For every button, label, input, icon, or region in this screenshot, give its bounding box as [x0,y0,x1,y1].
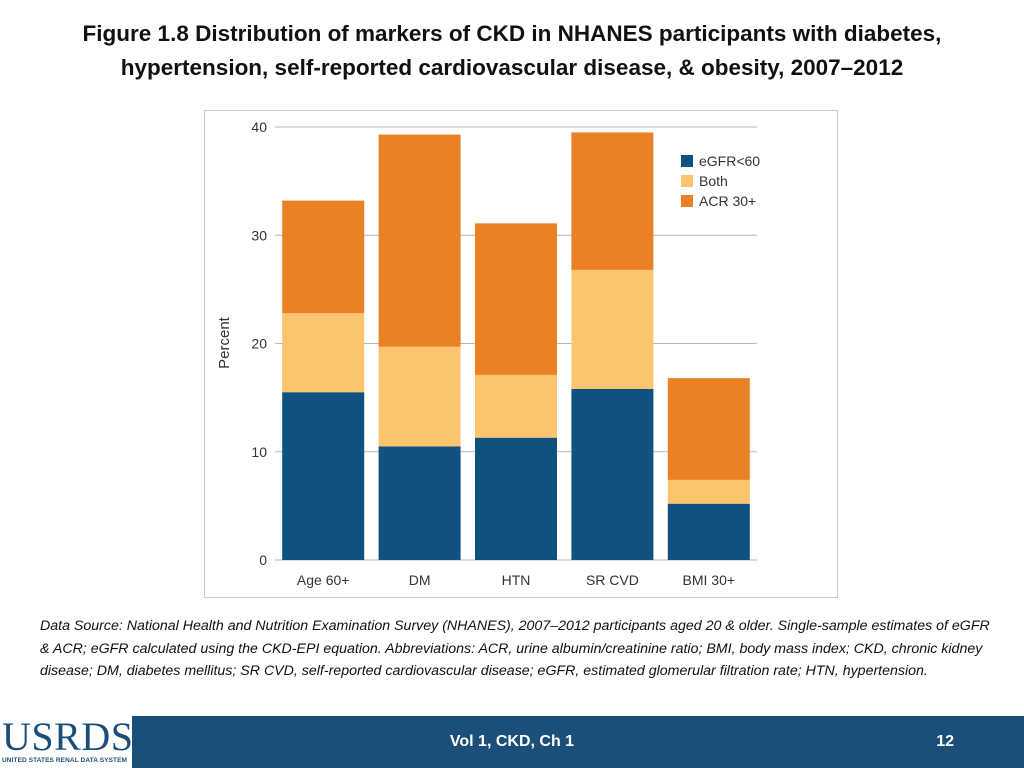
bar-egfr-60-htn [475,437,557,560]
y-tick-label: 40 [251,119,267,135]
bar-both-age-60- [282,313,365,393]
logo-text: USRDS [2,714,134,759]
title-line-1: Figure 1.8 Distribution of markers of CK… [82,21,942,46]
footer-volume-chapter: Vol 1, CKD, Ch 1 [449,733,575,750]
legend-label: ACR 30+ [699,193,756,209]
x-tick-label: Age 60+ [297,572,350,588]
x-tick-label: SR CVD [586,572,639,588]
bar-both-bmi-30- [667,479,750,504]
chart-frame: 0 10 20 30 40 Percent Age 60+ DM HTN SR CVD BMI … [204,110,838,598]
y-tick-label: 10 [251,444,267,460]
logo-subtitle: UNITED STATES RENAL DATA SYSTEM [2,757,128,764]
legend: eGFR<60 Both ACR 30+ [681,153,760,209]
data-source-notes: Data Source: National Health and Nutriti… [40,618,990,679]
y-axis: 0 10 20 30 40 [251,119,267,568]
y-tick-label: 30 [251,227,267,243]
bar-egfr-60-dm [378,446,461,560]
bar-acr-30--sr-cvd [571,132,654,270]
bar-both-sr-cvd [571,269,654,389]
legend-label: eGFR<60 [699,153,760,169]
bar-acr-30--age-60- [282,200,365,314]
y-axis-label: Percent [216,316,233,369]
y-tick-label: 0 [259,552,267,568]
bars [282,132,750,560]
usrds-logo: USRDS UNITED STATES RENAL DATA SYSTEM [0,714,134,768]
bar-acr-30--dm [378,134,461,347]
figure-title: Figure 1.8 Distribution of markers of CK… [40,17,984,85]
x-tick-label: HTN [502,572,531,588]
stacked-bar-chart: 0 10 20 30 40 Percent Age 60+ DM HTN SR CVD BMI … [216,119,760,588]
footer-bar: USRDS UNITED STATES RENAL DATA SYSTEM Vo… [0,716,1024,768]
bar-both-htn [475,374,557,438]
bar-egfr-60-age-60- [282,392,365,560]
bar-acr-30--htn [475,223,557,375]
page-number: 12 [936,733,954,750]
bar-acr-30--bmi-30- [667,378,750,480]
bar-egfr-60-bmi-30- [667,503,750,560]
legend-swatch [681,175,693,187]
x-tick-label: DM [409,572,431,588]
x-axis: Age 60+ DM HTN SR CVD BMI 30+ [297,572,735,588]
legend-label: Both [699,173,728,189]
legend-swatch [681,195,693,207]
title-line-2: hypertension, self-reported cardiovascul… [120,55,904,80]
bar-egfr-60-sr-cvd [571,388,654,560]
y-tick-label: 20 [251,336,267,352]
legend-swatch [681,155,693,167]
x-tick-label: BMI 30+ [683,572,736,588]
bar-both-dm [378,346,461,447]
